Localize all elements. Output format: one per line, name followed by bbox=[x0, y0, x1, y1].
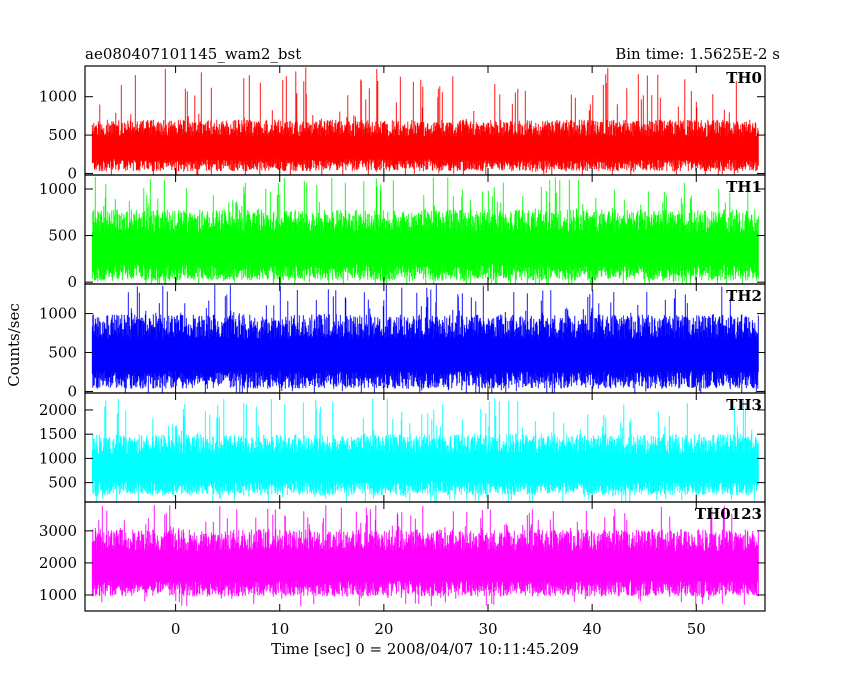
y-tick-label: 2000 bbox=[39, 401, 77, 419]
y-axis-label: Counts/sec bbox=[5, 303, 23, 387]
bin-time-label: Bin time: 1.5625E-2 s bbox=[615, 45, 780, 63]
y-tick-label: 500 bbox=[48, 344, 77, 362]
panel-label-th0123: TH0123 bbox=[695, 505, 762, 523]
x-axis-label: Time [sec] 0 = 2008/04/07 10:11:45.209 bbox=[271, 640, 579, 658]
panel-th0: 0 500 1000 TH0 bbox=[39, 65, 766, 182]
panel-th3: 500 1000 1500 2000 TH3 bbox=[39, 392, 766, 503]
panel-label-th0: TH0 bbox=[726, 69, 762, 87]
panel-th0123: 1000 2000 3000 TH0123 bbox=[39, 501, 766, 612]
x-tick-label: 0 bbox=[171, 620, 181, 638]
y-tick-label: 0 bbox=[67, 273, 77, 291]
y-tick-label: 500 bbox=[48, 227, 77, 245]
y-tick-label: 1000 bbox=[39, 88, 77, 106]
y-tick-label: 1000 bbox=[39, 305, 77, 323]
panel-label-th1: TH1 bbox=[726, 178, 762, 196]
series-th0-trace bbox=[91, 67, 759, 175]
observation-title: ae080407101145_wam2_bst bbox=[85, 45, 301, 63]
y-tick-label: 3000 bbox=[39, 522, 77, 540]
x-tick-label: 40 bbox=[583, 620, 602, 638]
y-tick-label: 0 bbox=[67, 382, 77, 400]
y-tick-label: 2000 bbox=[39, 554, 77, 572]
y-tick-label: 0 bbox=[67, 164, 77, 182]
x-tick-label: 10 bbox=[270, 620, 289, 638]
series-th0123-trace bbox=[91, 505, 759, 607]
x-tick-label: 20 bbox=[374, 620, 393, 638]
y-tick-label: 500 bbox=[48, 126, 77, 144]
panel-frame bbox=[84, 501, 766, 612]
y-tick-label: 500 bbox=[48, 474, 77, 492]
x-tick-label: 50 bbox=[687, 620, 706, 638]
panel-label-th2: TH2 bbox=[726, 287, 762, 305]
series-th3-trace bbox=[91, 398, 759, 502]
series-th1-trace bbox=[91, 176, 759, 284]
series-th2-trace bbox=[91, 284, 759, 393]
panel-th1: 0 500 1000 TH1 bbox=[39, 174, 766, 291]
y-tick-label: 1000 bbox=[39, 180, 77, 198]
panel-th2: 0 500 1000 TH2 bbox=[39, 283, 766, 400]
y-tick-label: 1000 bbox=[39, 449, 77, 467]
x-tick-label: 30 bbox=[478, 620, 497, 638]
panel-label-th3: TH3 bbox=[726, 396, 762, 414]
y-tick-label: 1500 bbox=[39, 425, 77, 443]
y-tick-label: 1000 bbox=[39, 586, 77, 604]
